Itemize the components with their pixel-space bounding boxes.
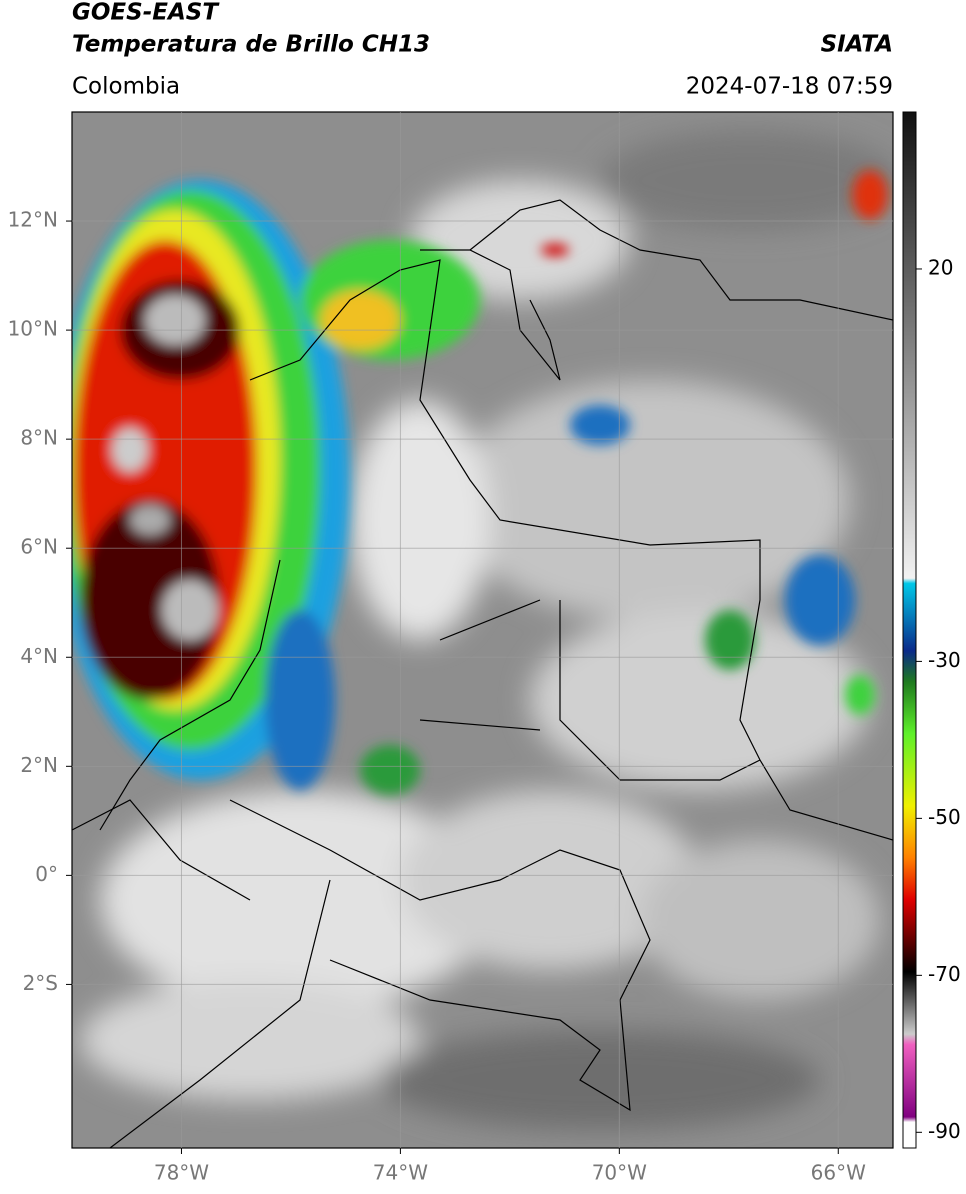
x-tick-label: 78°W [154,1161,209,1185]
y-tick-label: 2°N [20,753,58,777]
colorbar-tick-label: -90 [928,1119,961,1143]
subtitle: Temperatura de Brillo CH13 [72,32,430,58]
x-tick-label: 74°W [373,1161,428,1185]
agency: SIATA [821,32,893,58]
x-tick-label: 70°W [592,1161,647,1185]
y-tick-label: 0° [35,862,58,886]
y-tick-label: 10°N [8,317,58,341]
y-tick-label: 12°N [8,208,58,232]
y-tick-label: 6°N [20,535,58,559]
x-tick-label: 66°W [811,1161,866,1185]
colorbar-tick-label: 20 [928,255,953,279]
title: GOES-EAST [72,0,220,26]
y-tick-label: 8°N [20,426,58,450]
colorbar-tick-label: -30 [928,648,961,672]
satellite-image [72,112,893,1148]
region: Colombia [72,74,180,100]
y-tick-label: 4°N [20,644,58,668]
colorbar-tick-label: -70 [928,962,961,986]
colorbar [902,111,917,1149]
y-tick-label: 2°S [23,971,58,995]
map-frame [71,111,894,1149]
colorbar-tick-label: -50 [928,805,961,829]
datetime: 2024-07-18 07:59 [686,74,893,100]
